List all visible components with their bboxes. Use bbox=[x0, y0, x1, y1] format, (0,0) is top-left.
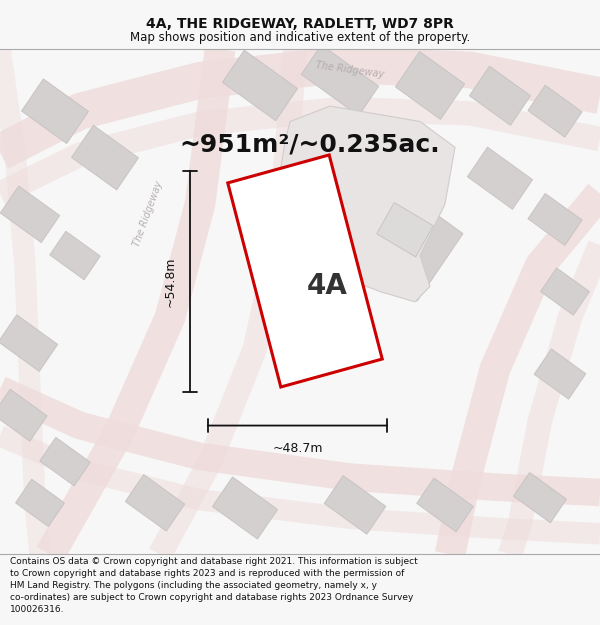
Polygon shape bbox=[377, 202, 433, 257]
Polygon shape bbox=[534, 349, 586, 399]
Text: Map shows position and indicative extent of the property.: Map shows position and indicative extent… bbox=[130, 31, 470, 44]
Text: Contains OS data © Crown copyright and database right 2021. This information is : Contains OS data © Crown copyright and d… bbox=[10, 558, 418, 614]
Polygon shape bbox=[280, 106, 455, 302]
Polygon shape bbox=[223, 50, 298, 121]
Text: 4A, THE RIDGEWAY, RADLETT, WD7 8PR: 4A, THE RIDGEWAY, RADLETT, WD7 8PR bbox=[146, 17, 454, 31]
Polygon shape bbox=[469, 66, 530, 125]
Polygon shape bbox=[71, 125, 139, 190]
Polygon shape bbox=[1, 186, 59, 242]
Polygon shape bbox=[528, 85, 582, 137]
Polygon shape bbox=[212, 477, 278, 539]
Polygon shape bbox=[324, 476, 386, 534]
Text: ~48.7m: ~48.7m bbox=[272, 442, 323, 455]
Text: 4A: 4A bbox=[307, 272, 347, 301]
Text: The Ridgeway: The Ridgeway bbox=[315, 60, 385, 80]
Polygon shape bbox=[467, 147, 533, 209]
Polygon shape bbox=[228, 155, 382, 387]
Polygon shape bbox=[125, 474, 185, 531]
Text: ~951m²/~0.235ac.: ~951m²/~0.235ac. bbox=[179, 132, 440, 156]
Polygon shape bbox=[301, 45, 379, 116]
Text: The Ridgeway: The Ridgeway bbox=[131, 180, 164, 248]
Polygon shape bbox=[16, 479, 64, 526]
Polygon shape bbox=[22, 79, 88, 144]
Polygon shape bbox=[514, 472, 566, 522]
Polygon shape bbox=[541, 268, 589, 315]
Polygon shape bbox=[417, 478, 473, 532]
Polygon shape bbox=[50, 231, 100, 280]
Polygon shape bbox=[40, 438, 90, 486]
Text: ~54.8m: ~54.8m bbox=[163, 256, 176, 306]
Polygon shape bbox=[0, 315, 58, 371]
Polygon shape bbox=[327, 169, 463, 301]
Polygon shape bbox=[395, 51, 464, 119]
Polygon shape bbox=[0, 389, 47, 441]
Polygon shape bbox=[528, 194, 582, 246]
